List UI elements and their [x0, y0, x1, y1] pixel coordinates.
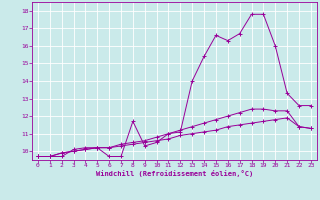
X-axis label: Windchill (Refroidissement éolien,°C): Windchill (Refroidissement éolien,°C) [96, 170, 253, 177]
